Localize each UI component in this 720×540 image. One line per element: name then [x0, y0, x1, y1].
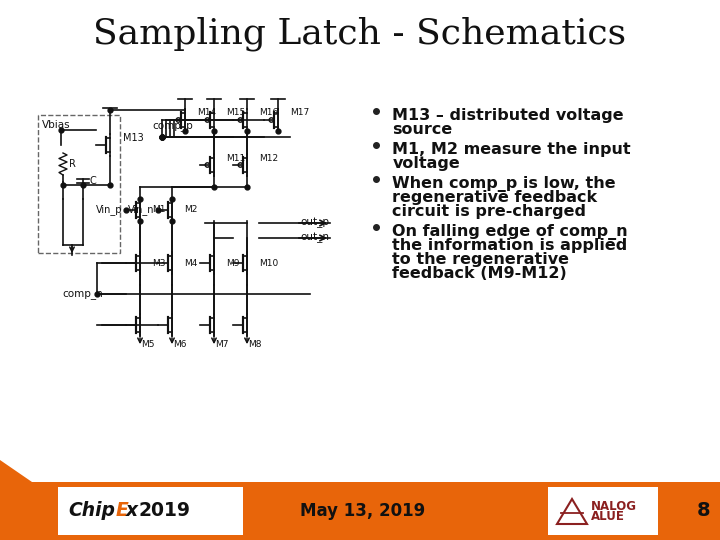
Text: M6: M6 [173, 340, 186, 349]
Bar [0, 482, 720, 540]
Text: May 13, 2019: May 13, 2019 [300, 502, 426, 520]
Text: C: C [90, 176, 96, 186]
Text: E: E [116, 501, 129, 519]
Text: 2019: 2019 [139, 501, 191, 519]
Text: M1: M1 [152, 205, 166, 214]
Text: M8: M8 [248, 340, 261, 349]
Text: NALOG: NALOG [591, 500, 637, 512]
Bar [58, 487, 243, 535]
Text: Vin_n: Vin_n [128, 205, 155, 215]
Text: source: source [392, 122, 453, 137]
Text: Vin_p: Vin_p [96, 205, 122, 215]
Text: M15: M15 [226, 108, 246, 117]
Text: M3: M3 [152, 259, 166, 267]
Text: comp_p: comp_p [152, 121, 193, 131]
Text: ALUE: ALUE [591, 510, 625, 523]
Text: M14: M14 [197, 108, 216, 117]
Text: out_p: out_p [300, 218, 329, 228]
Bar [38, 115, 120, 253]
Text: regenerative feedback: regenerative feedback [392, 190, 598, 205]
Text: M9: M9 [226, 259, 240, 267]
Text: On falling edge of comp_n: On falling edge of comp_n [392, 224, 628, 240]
Text: M17: M17 [290, 108, 310, 117]
Text: comp_n: comp_n [62, 289, 103, 299]
Text: Sampling Latch - Schematics: Sampling Latch - Schematics [94, 17, 626, 51]
Text: M13 – distributed voltage: M13 – distributed voltage [392, 108, 624, 123]
Text: M16: M16 [259, 108, 278, 117]
Text: When comp_p is low, the: When comp_p is low, the [392, 176, 616, 192]
Text: M2: M2 [184, 205, 197, 214]
Text: M1, M2 measure the input: M1, M2 measure the input [392, 142, 631, 157]
Text: circuit is pre-charged: circuit is pre-charged [392, 204, 586, 219]
Text: feedback (M9-M12): feedback (M9-M12) [392, 266, 567, 281]
Text: Chip: Chip [68, 501, 115, 519]
Text: Vbias: Vbias [42, 120, 71, 130]
Text: R: R [69, 159, 76, 169]
Text: out_n: out_n [300, 233, 329, 243]
Bar [548, 487, 658, 535]
Text: to the regenerative: to the regenerative [392, 252, 570, 267]
Text: M4: M4 [184, 259, 197, 267]
Polygon shape [0, 460, 32, 482]
Text: 8: 8 [697, 502, 711, 521]
Text: M5: M5 [141, 340, 155, 349]
Text: M10: M10 [259, 259, 278, 267]
Text: M11: M11 [226, 154, 246, 163]
Text: x: x [126, 501, 138, 519]
Text: the information is applied: the information is applied [392, 238, 628, 253]
Text: M13: M13 [123, 133, 144, 143]
Text: M7: M7 [215, 340, 228, 349]
Text: M12: M12 [259, 154, 278, 163]
Text: voltage: voltage [392, 156, 460, 171]
